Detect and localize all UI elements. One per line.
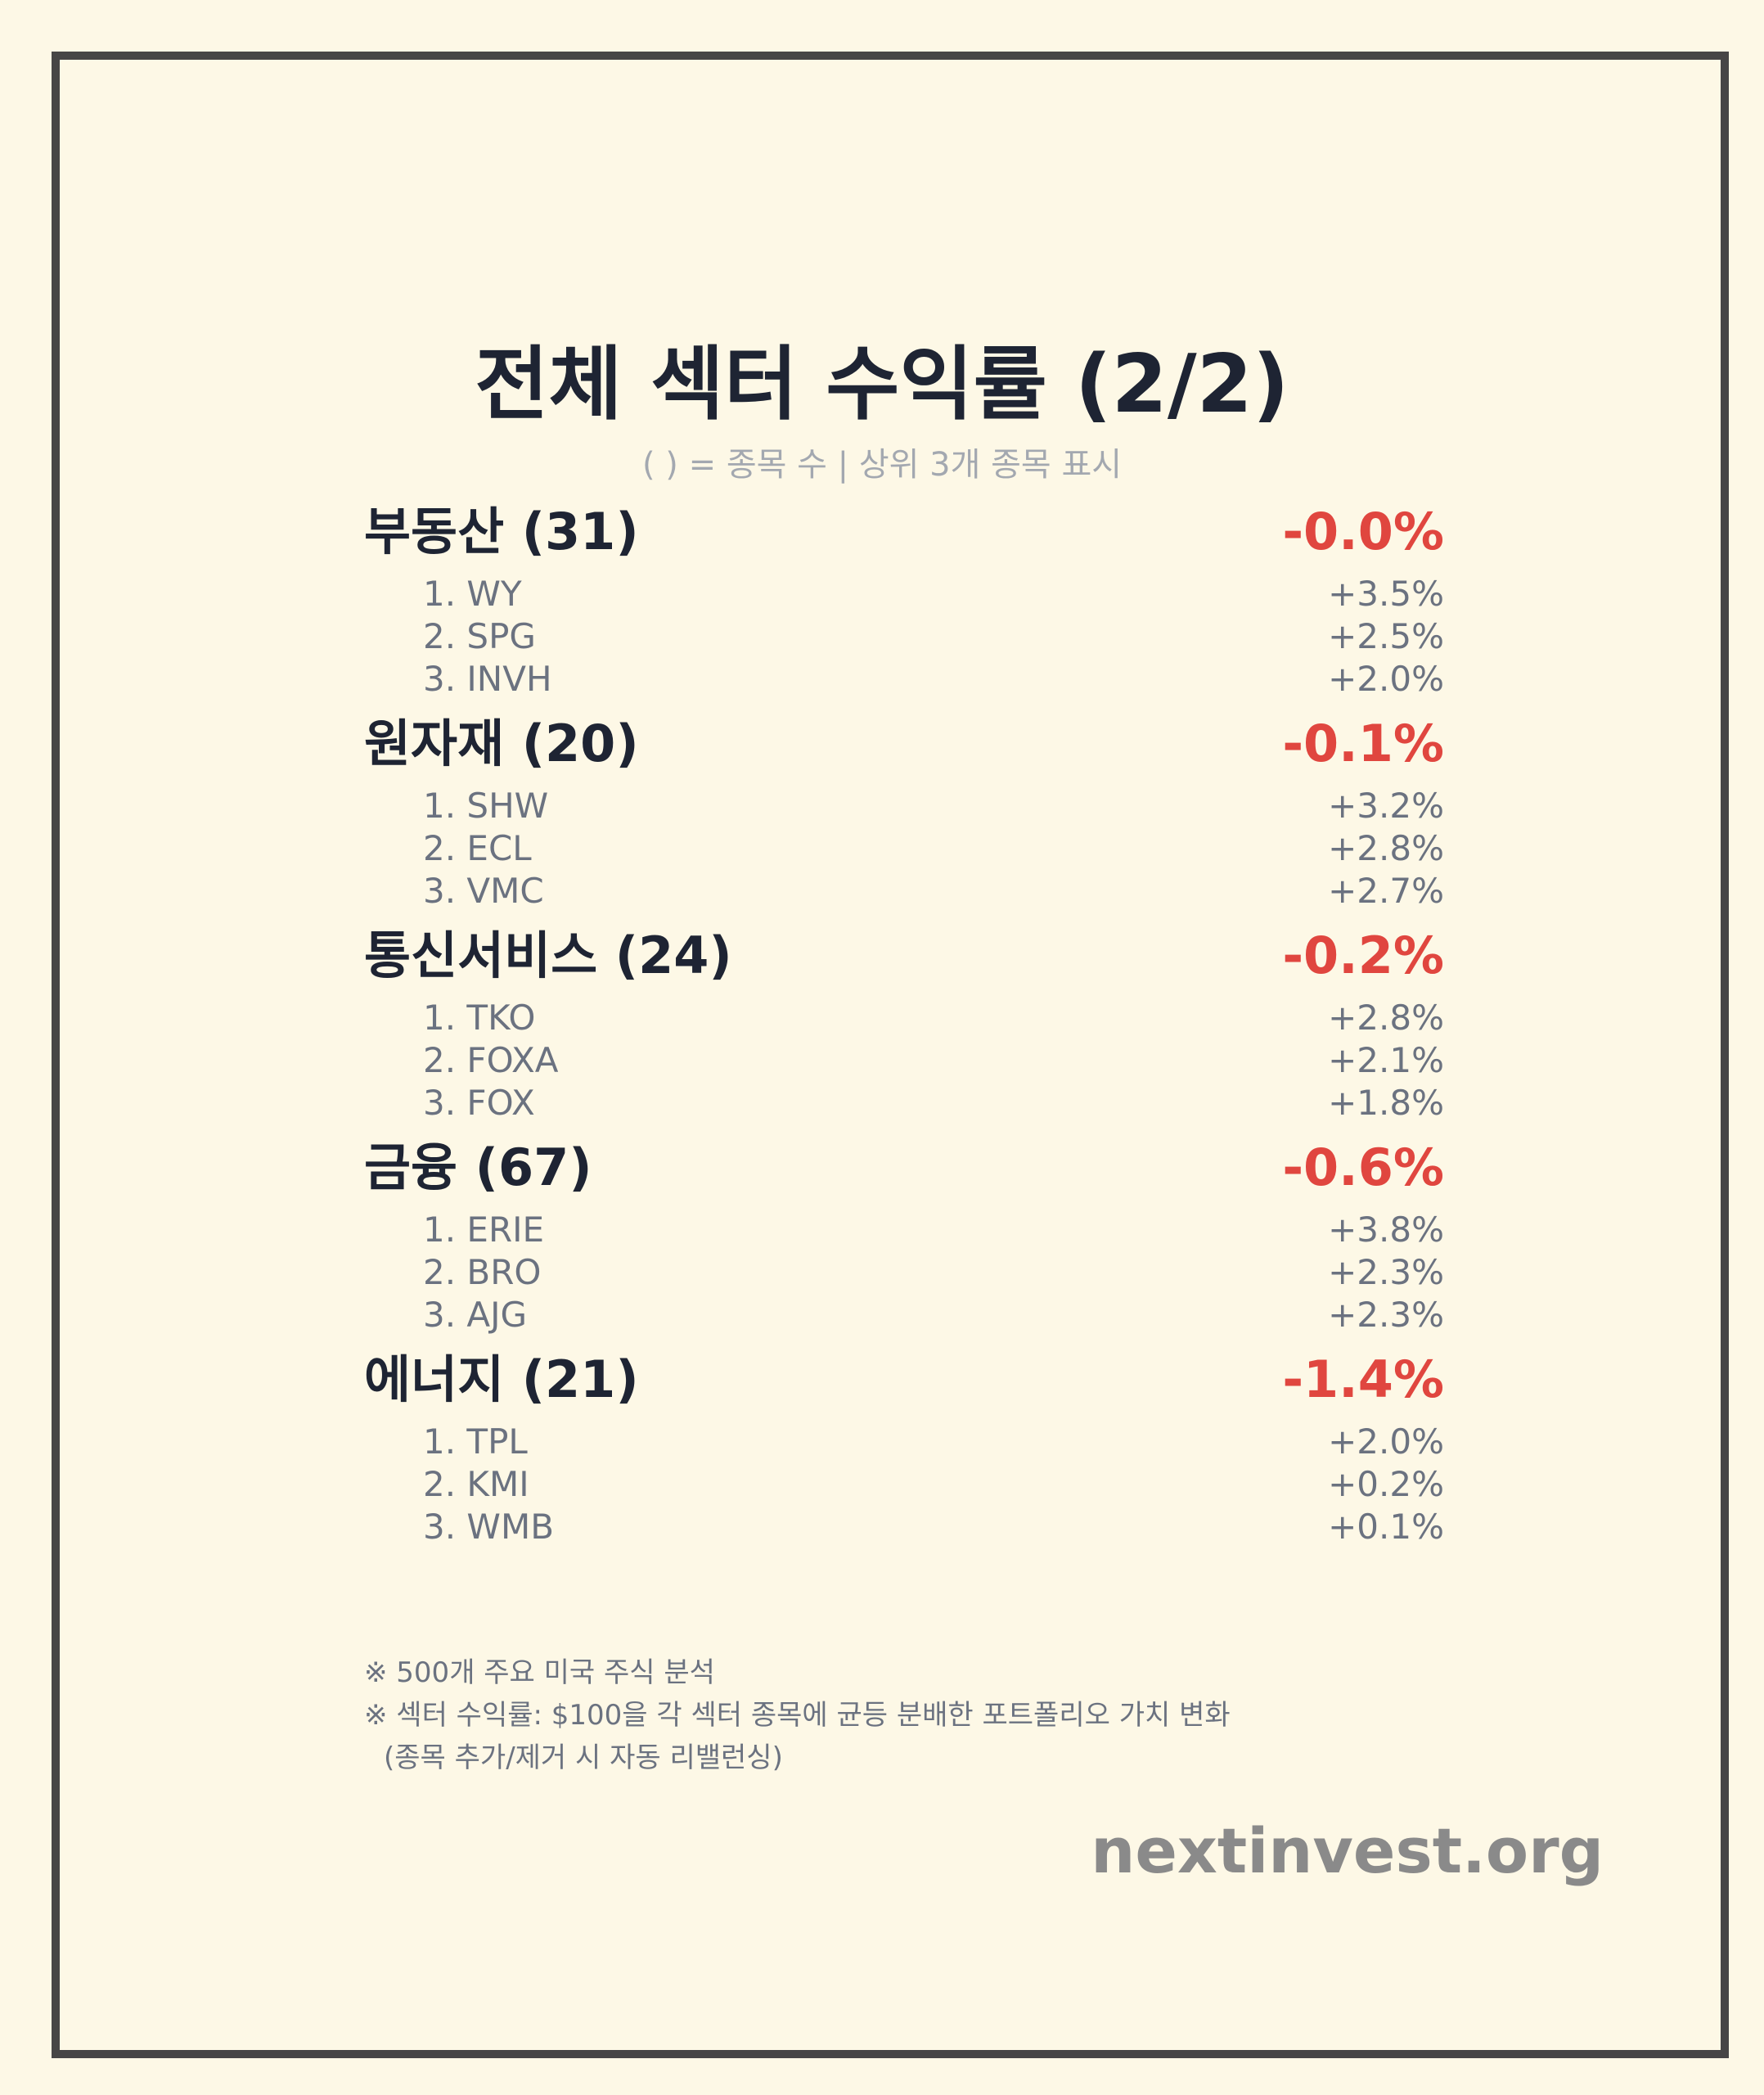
stock-name: 2. SPG	[423, 616, 536, 656]
stock-list: 1. TPL +2.0% 2. KMI +0.2% 3. WMB +0.1%	[364, 1421, 1444, 1548]
sector-header: 금융 (67) -0.6%	[364, 1127, 1444, 1209]
stock-return: +3.5%	[1328, 574, 1444, 614]
stock-list: 1. ERIE +3.8% 2. BRO +2.3% 3. AJG +2.3%	[364, 1209, 1444, 1336]
footnote: ※ 500개 주요 미국 주식 분석	[364, 1656, 715, 1689]
stock-return: +0.1%	[1328, 1507, 1444, 1547]
stock-row: 2. SPG +2.5%	[364, 615, 1444, 658]
stock-name: 3. AJG	[423, 1295, 528, 1335]
footnotes: ※ 500개 주요 미국 주식 분석 ※ 섹터 수익률: $100을 각 섹터 …	[364, 1651, 1755, 1779]
stock-row: 2. ECL +2.8%	[364, 827, 1444, 870]
stock-return: +0.2%	[1328, 1464, 1444, 1504]
sector-return: -0.1%	[1282, 714, 1444, 773]
stock-return: +2.3%	[1328, 1252, 1444, 1292]
stock-name: 3. INVH	[423, 659, 552, 699]
stock-list: 1. WY +3.5% 2. SPG +2.5% 3. INVH +2.0%	[364, 573, 1444, 701]
stock-row: 1. WY +3.5%	[364, 573, 1444, 615]
sector-block: 에너지 (21) -1.4% 1. TPL +2.0% 2. KMI +0.2%…	[364, 1339, 1444, 1551]
stock-name: 3. VMC	[423, 871, 544, 911]
sector-header: 통신서비스 (24) -0.2%	[364, 915, 1444, 997]
stock-return: +2.0%	[1328, 659, 1444, 699]
sector-name: 부동산 (31)	[364, 502, 639, 561]
stock-name: 1. TKO	[423, 998, 536, 1038]
stock-row: 3. FOX +1.8%	[364, 1082, 1444, 1124]
sector-return: -0.6%	[1282, 1138, 1444, 1197]
stock-row: 1. ERIE +3.8%	[364, 1209, 1444, 1251]
sector-block: 원자재 (20) -0.1% 1. SHW +3.2% 2. ECL +2.8%…	[364, 703, 1444, 915]
stock-name: 3. WMB	[423, 1507, 555, 1547]
stock-list: 1. TKO +2.8% 2. FOXA +2.1% 3. FOX +1.8%	[364, 997, 1444, 1124]
sector-return: -0.0%	[1282, 502, 1444, 561]
sector-name: 에너지 (21)	[364, 1349, 639, 1409]
stock-return: +2.5%	[1328, 616, 1444, 656]
stock-name: 1. ERIE	[423, 1210, 545, 1250]
stock-return: +2.8%	[1328, 998, 1444, 1038]
stock-row: 2. KMI +0.2%	[364, 1463, 1444, 1506]
sector-list: 부동산 (31) -0.0% 1. WY +3.5% 2. SPG +2.5% …	[364, 491, 1444, 1551]
card-frame	[52, 52, 1729, 2058]
stock-row: 3. WMB +0.1%	[364, 1506, 1444, 1548]
stock-row: 3. INVH +2.0%	[364, 658, 1444, 701]
site-url: nextinvest.org	[1091, 1814, 1604, 1887]
stock-list: 1. SHW +3.2% 2. ECL +2.8% 3. VMC +2.7%	[364, 785, 1444, 912]
sector-header: 에너지 (21) -1.4%	[364, 1339, 1444, 1421]
stock-row: 2. FOXA +2.1%	[364, 1039, 1444, 1082]
stock-return: +2.1%	[1328, 1040, 1444, 1080]
sector-header: 부동산 (31) -0.0%	[364, 491, 1444, 573]
sector-name: 원자재 (20)	[364, 714, 639, 773]
footnote: ※ 섹터 수익률: $100을 각 섹터 종목에 균등 분배한 포트폴리오 가치…	[364, 1699, 1231, 1732]
page-subtitle: ( ) = 종목 수 | 상위 3개 종목 표시	[641, 446, 1123, 484]
stock-row: 3. VMC +2.7%	[364, 870, 1444, 912]
sector-name: 금융 (67)	[364, 1138, 592, 1197]
stock-row: 2. BRO +2.3%	[364, 1251, 1444, 1294]
stock-name: 3. FOX	[423, 1083, 535, 1123]
stock-name: 2. BRO	[423, 1252, 542, 1292]
stock-name: 1. TPL	[423, 1421, 528, 1462]
stock-return: +3.8%	[1328, 1210, 1444, 1250]
stock-name: 2. FOXA	[423, 1040, 559, 1080]
page-title: 전체 섹터 수익률 (2/2)	[475, 338, 1289, 431]
stock-name: 1. WY	[423, 574, 522, 614]
stock-row: 1. SHW +3.2%	[364, 785, 1444, 827]
sector-name: 통신서비스 (24)	[364, 926, 732, 985]
sector-header: 원자재 (20) -0.1%	[364, 703, 1444, 785]
footnote: (종목 추가/제거 시 자동 리밸런싱)	[384, 1741, 783, 1774]
sector-block: 통신서비스 (24) -0.2% 1. TKO +2.8% 2. FOXA +2…	[364, 915, 1444, 1127]
sector-block: 부동산 (31) -0.0% 1. WY +3.5% 2. SPG +2.5% …	[364, 491, 1444, 703]
sector-return: -0.2%	[1282, 926, 1444, 985]
stock-row: 1. TKO +2.8%	[364, 997, 1444, 1039]
stock-row: 3. AJG +2.3%	[364, 1294, 1444, 1336]
stock-return: +2.3%	[1328, 1295, 1444, 1335]
sector-return: -1.4%	[1282, 1349, 1444, 1409]
stock-name: 2. KMI	[423, 1464, 529, 1504]
stock-return: +2.8%	[1328, 828, 1444, 868]
stock-return: +3.2%	[1328, 786, 1444, 826]
stock-return: +1.8%	[1328, 1083, 1444, 1123]
stock-name: 2. ECL	[423, 828, 532, 868]
stock-return: +2.7%	[1328, 871, 1444, 911]
stock-return: +2.0%	[1328, 1421, 1444, 1462]
sector-block: 금융 (67) -0.6% 1. ERIE +3.8% 2. BRO +2.3%…	[364, 1127, 1444, 1339]
stock-name: 1. SHW	[423, 786, 549, 826]
stock-row: 1. TPL +2.0%	[364, 1421, 1444, 1463]
